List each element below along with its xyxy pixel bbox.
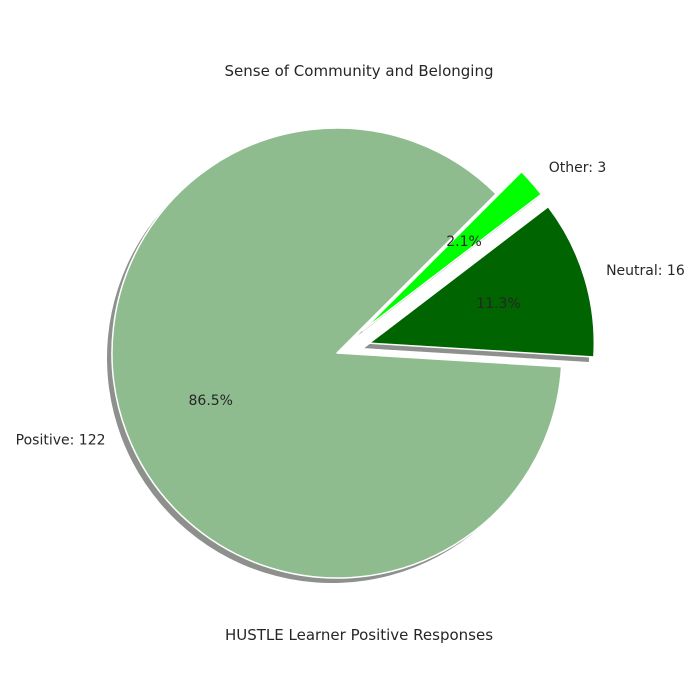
pie-slices [111,127,596,579]
slice-label-positive: Positive: 122 [16,433,106,449]
x-axis-label: HUSTLE Learner Positive Responses [225,626,493,644]
slice-label-neutral: Neutral: 16 [606,263,685,279]
pie-slice-positive [111,127,563,579]
pie-slice-neutral [368,205,596,358]
slice-percent-neutral: 11.3% [476,296,520,312]
slice-label-other: Other: 3 [549,160,607,176]
slice-labels: Positive: 122 86.5% Neutral: 16 11.3% Other:… [16,160,685,449]
slice-percent-other: 2.1% [446,234,482,250]
slice-percent-positive: 86.5% [189,393,233,409]
pie-slice-other [361,170,543,332]
chart-title: Sense of Community and Belonging [225,62,494,80]
